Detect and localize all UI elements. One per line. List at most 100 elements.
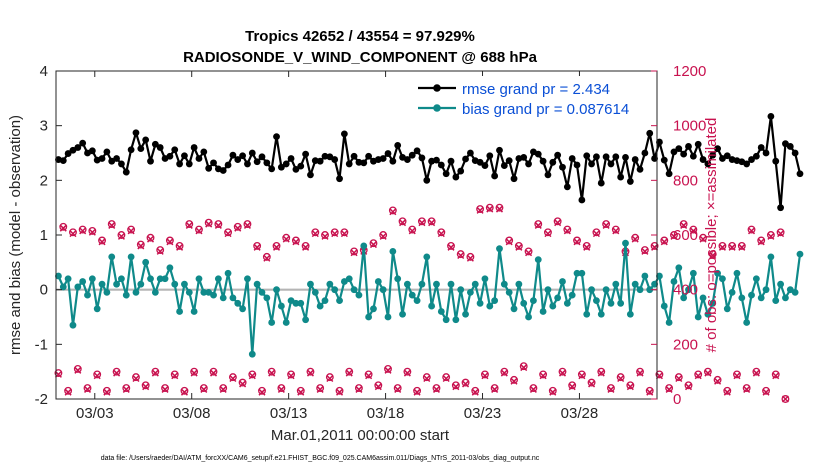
obs-assimilated-point: [272, 243, 281, 251]
rmse-point: [786, 143, 794, 150]
data-file-footer: data file: /Users/raeder/DAI/ATM_forcXX/…: [101, 455, 540, 462]
obs-possible-point: [350, 247, 359, 256]
rmse-point: [151, 140, 159, 148]
bias-point: [520, 299, 528, 307]
rmse-point: [626, 178, 634, 185]
bias-point: [127, 253, 135, 261]
obs-possible-point: [219, 384, 228, 393]
obs-possible-point: [146, 233, 155, 242]
obs-possible-point: [112, 367, 121, 376]
obs-assimilated-point: [277, 385, 285, 393]
x-tick-label: 03/13: [270, 405, 308, 422]
obs-assimilated-point: [592, 230, 600, 238]
obs-possible-point: [398, 217, 407, 226]
bias-point: [69, 321, 77, 329]
bias-point: [573, 269, 581, 277]
bias-point: [476, 299, 484, 307]
bias-point: [772, 297, 780, 304]
obs-possible-point: [107, 220, 116, 229]
obs-assimilated-point: [491, 385, 499, 393]
obs-assimilated-point: [699, 235, 707, 243]
obs-assimilated-point: [636, 369, 644, 377]
bias-point: [583, 310, 591, 318]
obs-assimilated-point: [205, 220, 213, 228]
rmse-point: [500, 162, 508, 169]
obs-assimilated-point: [83, 385, 92, 393]
rmse-point: [602, 153, 610, 161]
bias-point: [714, 269, 721, 277]
rmse-point: [336, 175, 343, 183]
x-axis-label: Mar.01,2011 00:00:00 start: [271, 427, 450, 444]
obs-possible-point: [461, 378, 470, 387]
bias-point: [399, 310, 406, 318]
x-tick-label: 03/18: [367, 405, 405, 422]
bias-point: [331, 286, 339, 294]
rmse-point: [617, 173, 625, 181]
obs-possible-point: [272, 241, 281, 250]
obs-possible-point: [224, 228, 233, 237]
obs-possible-point: [476, 205, 485, 213]
obs-assimilated-point: [505, 238, 513, 246]
obs-possible-point: [728, 241, 737, 250]
rmse-point: [79, 139, 87, 147]
obs-assimilated-point: [331, 230, 339, 238]
obs-possible-point: [335, 386, 344, 395]
bias-point: [530, 297, 537, 304]
rmse-point: [452, 173, 460, 181]
bias-point: [190, 308, 198, 315]
obs-assimilated-point: [684, 383, 693, 391]
bias-point: [132, 289, 140, 296]
rmse-point: [195, 155, 203, 162]
rmse-point: [699, 156, 707, 163]
obs-assimilated-point: [554, 219, 562, 227]
legend-rmse-text: rmse grand pr = 2.434: [462, 81, 610, 98]
obs-possible-point: [495, 203, 504, 212]
rmse-point: [520, 153, 528, 161]
obs-assimilated-point: [161, 385, 169, 393]
bias-point: [229, 294, 237, 302]
bias-point: [670, 278, 678, 285]
y-tick-label: 2: [40, 172, 48, 189]
obs-assimilated-point: [471, 388, 479, 396]
obs-assimilated-point: [180, 388, 188, 396]
bias-point: [549, 302, 557, 310]
obs-assimilated-point: [64, 388, 72, 396]
rmse-point: [554, 151, 562, 159]
rmse-point: [205, 164, 213, 172]
bias-point: [84, 291, 91, 299]
bias-point: [258, 289, 266, 296]
obs-possible-point: [408, 225, 417, 234]
obs-possible-point: [136, 240, 145, 249]
obs-assimilated-point: [423, 374, 431, 383]
bias-point: [481, 275, 489, 283]
obs-possible-point: [519, 362, 528, 371]
obs-assimilated-point: [718, 243, 726, 251]
obs-assimilated-point: [597, 369, 605, 377]
rmse-point: [156, 144, 164, 151]
bias-point: [423, 253, 431, 261]
obs-possible-point: [573, 236, 581, 245]
obs-assimilated-point: [602, 221, 610, 229]
rmse-point: [379, 155, 387, 162]
rmse-point: [360, 159, 368, 167]
rmse-point: [384, 150, 392, 157]
bias-point: [156, 275, 164, 283]
bias-point: [79, 278, 87, 285]
bias-point: [408, 291, 416, 299]
obs-possible-point: [771, 370, 780, 379]
rmse-point: [229, 151, 237, 159]
obs-possible-point: [524, 247, 533, 256]
obs-assimilated-point: [452, 383, 460, 391]
bias-point: [452, 316, 460, 324]
bias-point: [471, 280, 479, 288]
obs-assimilated-point: [195, 227, 203, 235]
rmse-point: [680, 150, 688, 158]
obs-assimilated-point: [374, 383, 382, 391]
obs-assimilated-point: [757, 238, 765, 246]
bias-point: [568, 291, 576, 299]
rmse-point: [433, 156, 440, 164]
obs-assimilated-point: [476, 206, 484, 214]
rmse-point: [486, 152, 494, 160]
obs-possible-point: [170, 370, 179, 379]
bias-point: [118, 275, 125, 283]
